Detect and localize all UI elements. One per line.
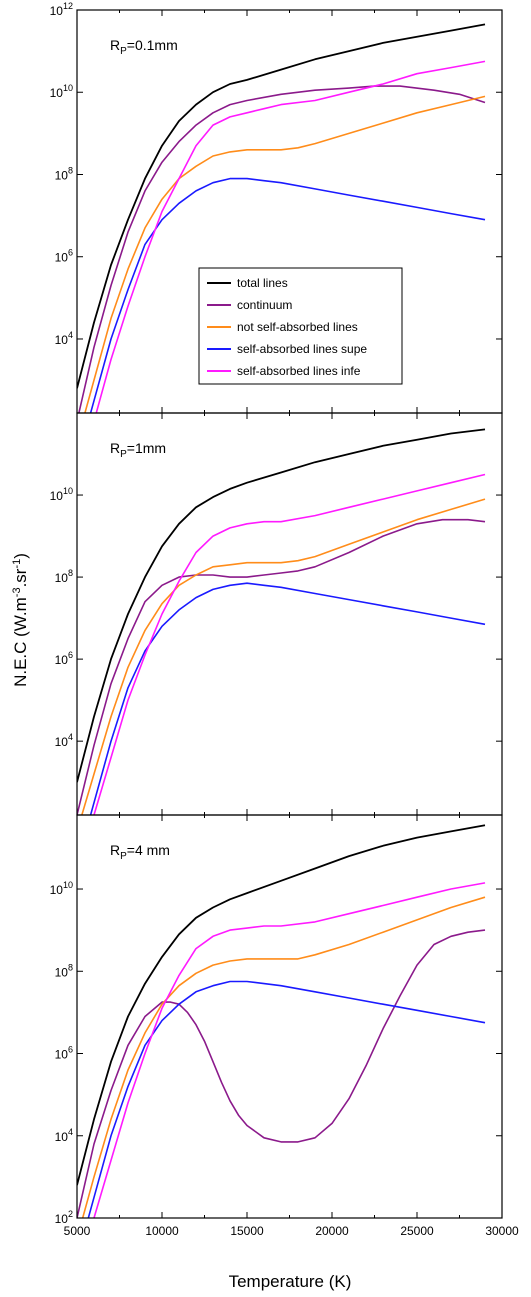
plot-frame <box>76 412 503 816</box>
series-line-5 <box>95 60 486 413</box>
x-axis-tick-labels: 5000 10000 15000 20000 25000 30000 <box>64 1224 519 1238</box>
y-tick-label: 102 <box>55 1209 73 1226</box>
y-tick-label: 108 <box>55 165 73 182</box>
x-tick-label: 25000 <box>400 1224 434 1238</box>
y-tick-label: 106 <box>55 248 73 265</box>
y-tick-label: 104 <box>55 1127 73 1144</box>
series-line-4 <box>87 980 486 1218</box>
series-line-1 <box>77 23 486 389</box>
y-tick-label: 1010 <box>50 83 73 100</box>
series-line-2 <box>77 929 486 1218</box>
legend-box <box>198 267 403 385</box>
y-tick-label: 1010 <box>50 880 73 897</box>
series-lines <box>77 23 486 413</box>
series-line-5 <box>93 473 486 815</box>
plot-frame <box>76 814 503 1219</box>
x-axis-title: Temperature (K) <box>229 1272 352 1291</box>
y-tick-label: 104 <box>55 732 73 749</box>
series-line-5 <box>93 882 486 1218</box>
y-tick-label: 106 <box>55 650 73 667</box>
y-tick-label: 1012 <box>50 1 73 18</box>
series-line-2 <box>77 518 486 815</box>
panels: 104 106 108 1010 1012 RP=0.1mm 104 106 108 1010 RP… <box>50 1 503 1226</box>
series-line-3 <box>81 498 486 815</box>
series-lines <box>77 824 486 1218</box>
y-tick-label: 108 <box>55 962 73 979</box>
y-tick-label: 108 <box>55 568 73 585</box>
panel-label: RP=0.1mm <box>110 37 178 57</box>
series-line-3 <box>84 95 486 413</box>
legend-entry: self-absorbed lines supe <box>237 342 367 356</box>
legend-entry: continuum <box>237 298 292 312</box>
legend: total lines continuum not self-absorbed li… <box>198 267 403 385</box>
legend-entry: not self-absorbed lines <box>237 320 358 334</box>
series-line-4 <box>89 177 486 413</box>
series-line-3 <box>81 896 486 1218</box>
series-line-1 <box>77 428 486 783</box>
x-tick-label: 20000 <box>315 1224 349 1238</box>
y-tick-label: 104 <box>55 330 73 347</box>
series-lines <box>77 428 486 815</box>
y-tick-label: 106 <box>55 1045 73 1062</box>
legend-entry: total lines <box>237 276 288 290</box>
series-line-4 <box>89 582 486 815</box>
x-tick-label: 10000 <box>145 1224 179 1238</box>
y-axis-title: N.E.C (W.m-3.sr-1) <box>11 553 30 687</box>
x-tick-label: 5000 <box>64 1224 91 1238</box>
x-tick-label: 15000 <box>230 1224 264 1238</box>
panel-1: 104 106 108 1010 1012 RP=0.1mm <box>50 1 503 414</box>
panel-2: 104 106 108 1010 RP=1mm <box>50 412 503 816</box>
panel-3: 102 104 106 108 1010 RP=4 mm <box>50 814 503 1226</box>
legend-entry: self-absorbed lines infe <box>237 364 361 378</box>
series-line-1 <box>77 824 486 1186</box>
panel-label: RP=4 mm <box>110 842 170 862</box>
x-tick-label: 30000 <box>485 1224 519 1238</box>
panel-label: RP=1mm <box>110 440 166 460</box>
series-line-2 <box>78 85 486 413</box>
y-tick-label: 1010 <box>50 486 73 503</box>
